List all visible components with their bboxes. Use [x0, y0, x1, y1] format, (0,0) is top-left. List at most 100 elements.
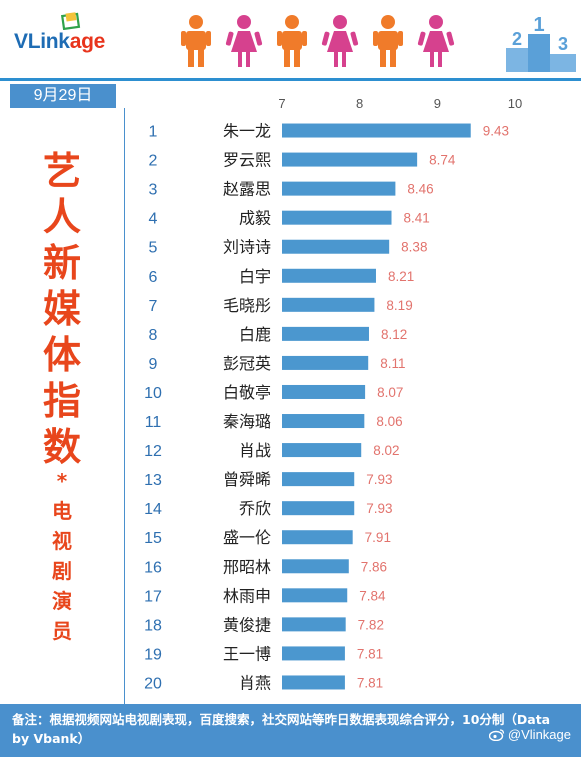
x-tick-label: 8: [356, 96, 363, 111]
date-badge: 9月29日: [10, 84, 116, 108]
x-tick-label: 7: [278, 96, 285, 111]
logo-text-red: age: [69, 30, 106, 53]
value-label: 8.74: [429, 153, 456, 168]
category-label: 成毅: [239, 209, 271, 228]
bar: [282, 152, 418, 167]
value-label: 7.81: [357, 646, 383, 661]
podium-number-2: 2: [512, 29, 522, 49]
title-char: 媒: [42, 287, 81, 331]
footer-bar: 备注：根据视频网站电视剧表现，百度搜索，社交网站等昨日数据表现综合评分，10分制…: [0, 704, 581, 757]
value-label: 8.06: [376, 414, 402, 429]
rank-label: 4: [149, 211, 158, 228]
value-label: 8.12: [381, 327, 407, 342]
value-label: 7.86: [361, 559, 387, 574]
title-char: 新: [42, 241, 81, 285]
subtitle-char: 视: [52, 529, 72, 553]
category-label: 白鹿: [239, 325, 271, 344]
bar: [282, 326, 369, 341]
weibo-handle: @Vlinkage: [488, 727, 571, 742]
category-label: 肖燕: [239, 673, 271, 692]
value-label: 8.21: [388, 269, 414, 284]
title-char: 体: [42, 333, 81, 377]
category-label: 罗云熙: [223, 151, 271, 170]
value-label: 7.81: [357, 675, 383, 690]
title-char: 指: [42, 379, 81, 423]
value-label: 8.46: [407, 182, 433, 197]
bar: [282, 268, 376, 283]
subtitle-char: 电: [52, 499, 72, 523]
rank-label: 18: [144, 617, 162, 634]
bar: [282, 210, 392, 225]
category-label: 肖战: [239, 441, 271, 460]
bar: [282, 588, 348, 603]
value-label: 8.11: [380, 356, 405, 371]
ranking-bar-chart: 7 8 9 10 1 朱一龙 9.43 2 罗云熙 8.74 3 赵露思 8.46 4 成毅 8.41 5 刘诗诗…: [144, 96, 522, 692]
subtitle-char: 员: [52, 619, 72, 643]
rank-label: 1: [149, 124, 158, 141]
rank-label: 5: [149, 240, 158, 257]
category-label: 毛晓彤: [223, 296, 271, 315]
bar: [282, 675, 345, 690]
person-male-icon: [277, 15, 307, 67]
weibo-text: @Vlinkage: [507, 727, 571, 742]
person-female-icon: [417, 15, 455, 67]
rank-label: 2: [149, 153, 158, 170]
bar: [282, 646, 345, 661]
rank-label: 9: [149, 356, 158, 373]
podium-number-3: 3: [558, 34, 568, 54]
rank-label: 10: [144, 385, 162, 402]
person-female-icon: [225, 15, 263, 67]
value-label: 8.07: [377, 385, 403, 400]
bar: [282, 617, 346, 632]
person-male-icon: [181, 15, 211, 67]
people-icons: [181, 15, 455, 67]
subtitle-char: 剧: [52, 559, 72, 583]
value-label: 8.02: [373, 443, 399, 458]
category-label: 白敬亭: [223, 383, 271, 402]
x-tick-label: 9: [434, 96, 441, 111]
title-star: *: [56, 469, 68, 493]
value-label: 9.43: [483, 124, 509, 139]
rank-label: 19: [144, 646, 162, 663]
value-label: 8.19: [386, 298, 412, 313]
value-label: 8.38: [401, 240, 427, 255]
category-label: 曾舜晞: [223, 470, 271, 489]
rank-label: 12: [144, 443, 162, 460]
value-label: 7.91: [365, 530, 391, 545]
bar: [282, 297, 375, 312]
podium-icon: 2 1 3: [506, 14, 576, 72]
side-divider-line: [124, 108, 125, 704]
side-title: 艺 人 新 媒 体 指 数 * 电 视 剧 演 员: [0, 148, 124, 646]
rank-label: 17: [144, 588, 162, 605]
bar: [282, 181, 396, 196]
value-label: 7.93: [366, 501, 392, 516]
logo-text-blue: VLink: [14, 30, 70, 53]
rank-label: 13: [144, 472, 162, 489]
bar: [282, 384, 366, 399]
category-label: 彭冠英: [223, 354, 271, 373]
category-label: 刘诗诗: [223, 238, 271, 257]
category-label: 王一博: [223, 644, 271, 663]
title-char: 人: [42, 195, 81, 239]
subtitle-char: 演: [52, 589, 72, 613]
person-male-icon: [373, 15, 403, 67]
category-label: 乔欣: [239, 499, 271, 518]
bar: [282, 414, 365, 429]
category-label: 白宇: [239, 267, 271, 286]
category-label: 黄俊捷: [223, 615, 271, 634]
value-label: 7.93: [366, 472, 392, 487]
category-label: 盛一伦: [223, 528, 271, 547]
bar: [282, 355, 369, 370]
rank-label: 6: [149, 269, 158, 286]
x-tick-label: 10: [508, 96, 522, 111]
rank-label: 15: [144, 530, 162, 547]
rank-label: 20: [144, 675, 162, 692]
category-label: 秦海璐: [223, 412, 271, 431]
rank-label: 14: [144, 501, 162, 518]
bar: [282, 123, 471, 138]
weibo-icon: [488, 729, 505, 741]
value-label: 7.84: [359, 588, 386, 603]
rank-label: 8: [149, 327, 158, 344]
bar: [282, 239, 390, 254]
bar: [282, 559, 349, 574]
